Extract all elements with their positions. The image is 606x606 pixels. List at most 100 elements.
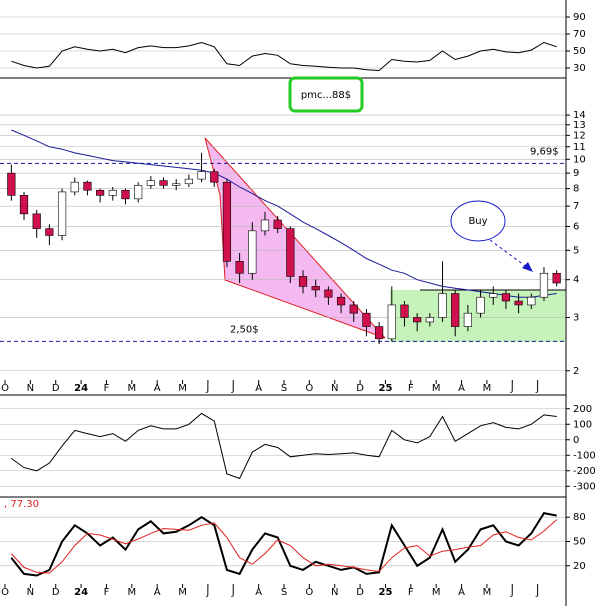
reference-label: 9,69$ [530, 146, 559, 157]
candle-body [57, 191, 67, 236]
x-tick-label: 25 [378, 383, 392, 394]
candle-body [222, 181, 232, 262]
candle-body [248, 230, 257, 274]
series-line [11, 412, 557, 480]
x-tick-label: A [458, 383, 465, 394]
y-tick-label: 6 [573, 221, 579, 232]
y-tick-label: 12 [573, 130, 586, 141]
x-tick-label: D [52, 587, 60, 598]
candle-body [197, 171, 206, 180]
candle-body [210, 171, 219, 183]
x-tick-label: M [127, 383, 136, 394]
x-tick-label: S [281, 587, 287, 598]
x-tick-label: 24 [74, 383, 88, 394]
y-tick-label: 200 [573, 404, 592, 415]
y-tick-label: 14 [573, 110, 586, 121]
candle-body [463, 312, 472, 327]
reference-label: 2,50$ [230, 324, 259, 335]
x-tick-label: J [510, 383, 514, 394]
x-tick-label: J [205, 383, 209, 394]
candle-body [7, 172, 16, 196]
x-tick-label: O [305, 587, 313, 598]
candle-body [172, 183, 181, 186]
y-tick-label: 100 [573, 419, 592, 430]
x-tick-label: O [1, 587, 9, 598]
y-tick-label: 7 [573, 201, 579, 212]
annotation: Buy [468, 216, 487, 227]
x-tick-label: A [255, 587, 262, 598]
arrow [489, 239, 529, 269]
candle-body [375, 326, 384, 340]
arrow-head [522, 262, 533, 272]
y-tick-label: 20 [573, 561, 586, 572]
candle-body [108, 189, 117, 196]
y-tick-label: 50 [573, 46, 586, 57]
x-tick-label: A [154, 383, 161, 394]
x-tick-label: F [104, 383, 110, 394]
x-tick-label: J [510, 587, 514, 598]
y-tick-label: 3 [573, 312, 579, 323]
x-tick-label: F [408, 587, 414, 598]
candle-body [514, 300, 523, 306]
y-tick-label: -100 [573, 450, 596, 461]
x-tick-label: M [483, 383, 492, 394]
x-tick-label: D [52, 383, 60, 394]
candle-body [32, 213, 41, 229]
candle-body [527, 296, 536, 306]
x-tick-label: M [432, 587, 441, 598]
candle-body [311, 286, 320, 291]
x-tick-label: D [356, 383, 364, 394]
x-tick-label: M [483, 587, 492, 598]
y-tick-label: -300 [573, 481, 596, 492]
candle-body [489, 293, 498, 298]
y-tick-label: 5 [573, 245, 579, 256]
annotation: pmc...88$ [301, 90, 351, 101]
candle-body [438, 293, 447, 318]
x-tick-label: A [154, 587, 161, 598]
candle-body [501, 293, 511, 302]
candle-body [159, 180, 168, 186]
x-tick-label: N [331, 587, 338, 598]
candle-body [476, 296, 485, 314]
x-tick-label: N [27, 587, 34, 598]
x-tick-label: D [356, 587, 364, 598]
buy-ellipse [450, 200, 506, 242]
x-tick-label: M [178, 383, 187, 394]
candle-body [134, 185, 143, 200]
x-tick-label: 24 [74, 587, 88, 598]
y-tick-label: 13 [573, 120, 586, 131]
x-tick-label: A [458, 587, 465, 598]
candle-body [45, 228, 54, 236]
y-tick-label: 4 [573, 275, 579, 286]
candle-body [286, 228, 295, 277]
candle-body [413, 317, 422, 323]
x-tick-label: A [255, 383, 262, 394]
candle-body [273, 219, 282, 229]
series-line [11, 41, 557, 72]
candle-body [19, 195, 29, 215]
y-tick-label: 80 [573, 512, 586, 523]
x-tick-label: 25 [378, 587, 392, 598]
y-tick-label: 0 [573, 435, 579, 446]
candle-body [539, 272, 549, 298]
y-tick-label: 30 [573, 63, 586, 74]
x-tick-label: M [127, 587, 136, 598]
candle-body [324, 289, 333, 298]
y-tick-label: 8 [573, 184, 579, 195]
candle-body [146, 180, 155, 186]
candle-body [96, 189, 105, 196]
x-tick-label: S [281, 383, 287, 394]
candle-body [425, 317, 434, 323]
candle-body [260, 219, 270, 232]
candle-body [235, 261, 244, 274]
x-tick-label: J [231, 587, 235, 598]
y-tick-label: 50 [573, 537, 586, 548]
y-tick-label: 9 [573, 168, 579, 179]
y-tick-label: 10 [573, 154, 586, 165]
y-tick-label: 90 [573, 12, 586, 23]
candle-body [400, 304, 409, 318]
candle-body [298, 276, 308, 287]
x-tick-label: F [104, 587, 110, 598]
candle-body [336, 296, 346, 306]
